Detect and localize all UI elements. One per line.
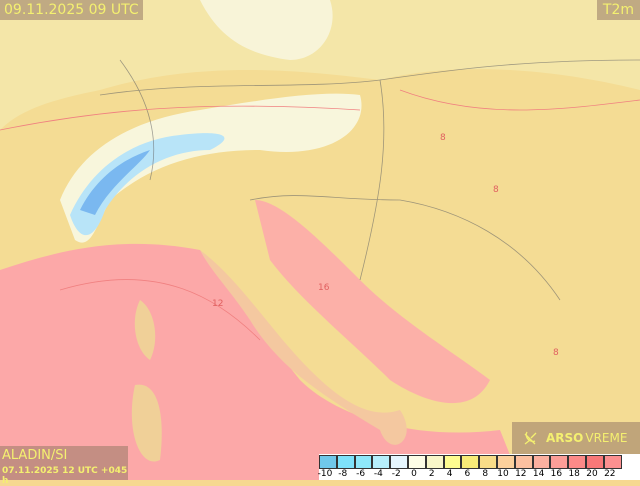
logo-arso: ARSO <box>546 431 584 445</box>
legend-tick: 10 <box>497 469 509 479</box>
model-info: ALADIN/SI 07.11.2025 12 UTC +045 h <box>0 446 128 486</box>
legend-tick: 8 <box>482 469 489 479</box>
legend-tick: 14 <box>532 469 545 479</box>
contour-label: 12 <box>212 299 223 309</box>
arso-logo: ARSO VREME <box>512 422 640 454</box>
legend-tick: 0 <box>411 469 417 479</box>
model-name: ALADIN/SI <box>2 448 68 463</box>
legend-tick: -2 <box>391 469 401 479</box>
legend-tick: 2 <box>428 469 435 479</box>
legend-swatch <box>496 455 515 469</box>
legend-swatch <box>354 455 373 469</box>
legend-tick: 12 <box>515 469 527 479</box>
legend-swatch <box>407 455 426 469</box>
legend-swatch <box>461 455 480 469</box>
contour-label: 16 <box>318 283 330 293</box>
legend-tick: 16 <box>550 469 563 479</box>
legend-swatch <box>603 455 622 469</box>
legend-swatch <box>550 455 569 469</box>
contour-label: 8 <box>553 348 559 358</box>
legend-swatch <box>585 455 604 469</box>
variable-label: T2m <box>596 0 640 20</box>
contour-label: 8 <box>440 133 446 143</box>
legend-swatch <box>336 455 355 469</box>
legend-swatch <box>372 455 391 469</box>
legend-swatch <box>479 455 497 469</box>
legend-tick: 22 <box>604 469 616 479</box>
legend-swatch <box>532 455 551 469</box>
legend-swatch <box>319 455 337 469</box>
legend-tick: 20 <box>586 469 598 479</box>
valid-time: 09.11.2025 09 UTC <box>0 0 143 20</box>
legend-tick: 4 <box>446 469 453 479</box>
temperature-legend: -10 -8 -6 -4 -2 0 2 4 6 8 10 12 14 16 18 20 22 <box>317 454 640 480</box>
legend-tick: -8 <box>338 469 348 479</box>
legend-swatch <box>568 455 586 469</box>
legend-tick: -6 <box>356 469 366 479</box>
legend-tick: 18 <box>568 469 580 479</box>
legend-swatch <box>443 455 462 469</box>
legend-tick: 6 <box>464 469 471 479</box>
satellite-dish-icon <box>524 431 537 445</box>
model-run: 07.11.2025 12 UTC +045 h <box>2 466 128 486</box>
legend-swatch <box>514 455 533 469</box>
legend-tick: -10 <box>317 469 333 479</box>
logo-vreme: VREME <box>585 431 628 445</box>
legend-swatch <box>390 455 408 469</box>
legend-swatch <box>425 455 444 469</box>
contour-label: 8 <box>493 185 499 195</box>
legend-tick: -4 <box>373 469 383 479</box>
